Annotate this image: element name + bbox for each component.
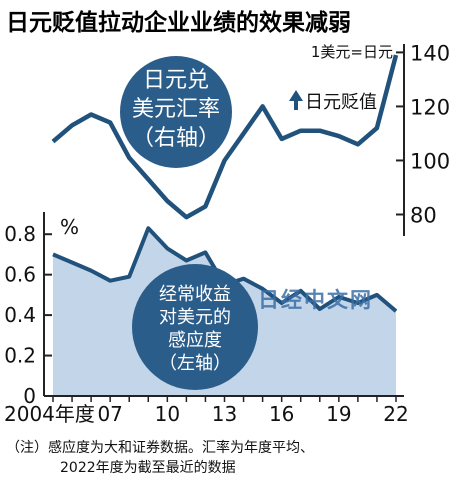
- footnote-line-2: 2022年度为截至最近的数据: [60, 460, 236, 476]
- x-tick-label: 19: [326, 402, 351, 426]
- x-tick-label: 16: [269, 402, 294, 426]
- x-tick-label: 13: [212, 402, 237, 426]
- y-tick-label-right: 120: [410, 95, 450, 119]
- depreciation-label: 日元贬值: [305, 92, 377, 113]
- sensitivity-bubble-text: 对美元的: [159, 307, 231, 328]
- x-tick-label: 2004年度: [4, 402, 95, 426]
- exchange-rate-bubble-text: （右轴）: [132, 126, 220, 151]
- x-tick-label: 10: [155, 402, 180, 426]
- footnote-line-1: （注）感应度为大和证券数据。汇率为年度平均、: [6, 440, 314, 456]
- y-tick-label-left: 0: [23, 384, 36, 408]
- y-tick-label-right: 100: [410, 149, 450, 173]
- sensitivity-bubble: [132, 264, 258, 390]
- exchange-rate-bubble-text: 美元汇率: [132, 97, 220, 122]
- y-tick-label-right: 80: [410, 203, 437, 227]
- x-tick-label: 07: [97, 402, 122, 426]
- y-unit-right: 1美元=日元: [311, 43, 393, 61]
- y-unit-left: %: [60, 215, 79, 239]
- y-tick-label-left: 0.4: [4, 303, 36, 327]
- exchange-rate-bubble: [120, 56, 232, 168]
- y-tick-label-left: 0.2: [4, 344, 36, 368]
- x-tick-label: 22: [383, 402, 408, 426]
- up-arrow-icon: [289, 90, 303, 110]
- chart-title: 日元贬值拉动企业业绩的效果减弱: [6, 9, 351, 36]
- watermark: 日经中文网: [258, 288, 373, 312]
- y-tick-label-right: 140: [410, 41, 450, 65]
- sensitivity-bubble-text: 经常收益: [159, 284, 231, 305]
- y-tick-label-left: 0.6: [4, 263, 36, 287]
- exchange-rate-bubble-text: 日元兑: [143, 68, 209, 93]
- y-tick-label-left: 0.8: [4, 222, 36, 246]
- sensitivity-bubble-text: （左轴）: [159, 353, 231, 374]
- up-arrow-shape: [289, 90, 303, 110]
- sensitivity-bubble-text: 感应度: [168, 330, 222, 351]
- exchange-rate-panel: 80 100 120 140 1美元=日元: [51, 41, 450, 236]
